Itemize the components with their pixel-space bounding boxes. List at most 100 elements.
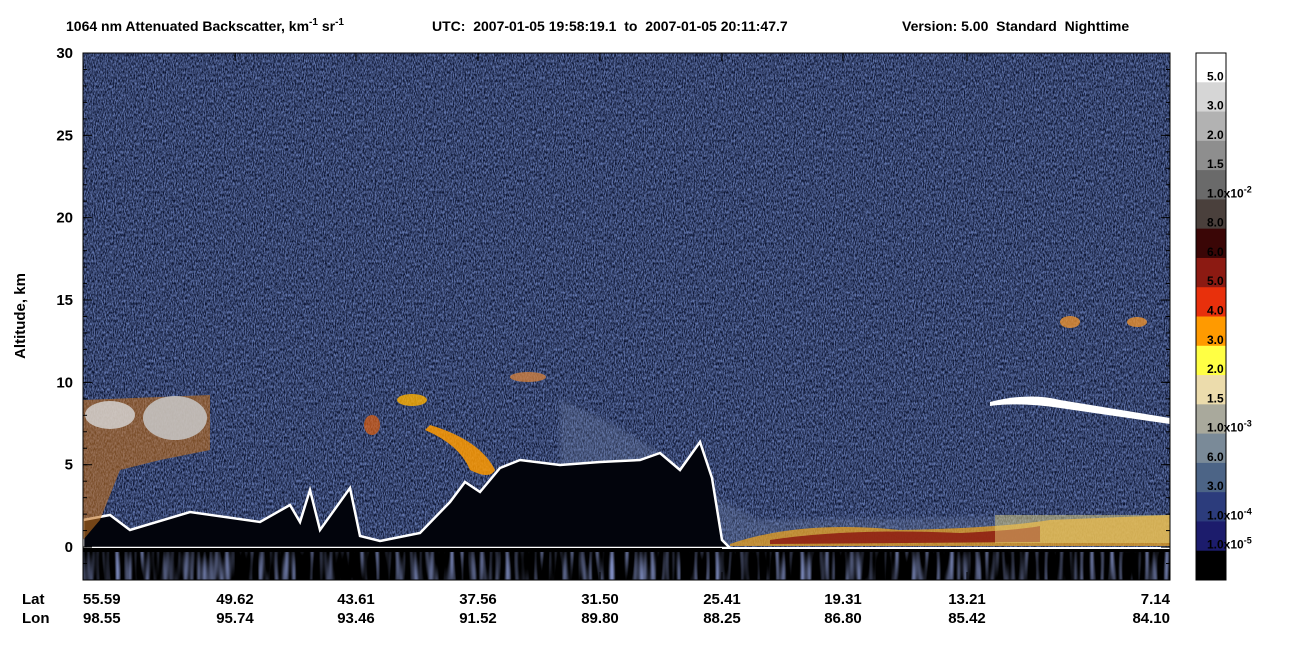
colorbar-cell bbox=[1196, 82, 1226, 113]
colorbar-cell bbox=[1196, 287, 1226, 317]
colorbar-cell bbox=[1196, 199, 1226, 230]
colorbar-label: 1.0x10-5 bbox=[1207, 536, 1252, 552]
lat-label: 37.56 bbox=[459, 591, 497, 608]
colorbar-label: 3.0 bbox=[1207, 333, 1224, 347]
colorbar-cell bbox=[1196, 257, 1226, 288]
colorbar-label-text: 1.0x10 bbox=[1207, 508, 1244, 522]
colorbar-cell bbox=[1196, 375, 1226, 405]
colorbar-cell bbox=[1196, 462, 1226, 493]
lat-label: 13.21 bbox=[948, 591, 986, 608]
x-row-label: Lat bbox=[22, 591, 45, 608]
colorbar-label-exp: -5 bbox=[1244, 536, 1252, 546]
colorbar-label: 2.0 bbox=[1207, 128, 1224, 142]
colorbar-cell bbox=[1196, 111, 1226, 142]
colorbar-label-text: 6.0 bbox=[1207, 450, 1224, 464]
lon-label: 88.25 bbox=[703, 610, 741, 627]
lon-label: 98.55 bbox=[83, 610, 121, 627]
colorbar-label-text: 1.5 bbox=[1207, 157, 1224, 171]
lat-label: 49.62 bbox=[216, 591, 254, 608]
colorbar-label: 3.0 bbox=[1207, 99, 1224, 113]
cloud-mid bbox=[364, 415, 380, 435]
lon-label: 85.42 bbox=[948, 610, 986, 627]
cloud-left-top bbox=[85, 401, 135, 429]
colorbar-cell bbox=[1196, 404, 1226, 435]
colorbar-cell bbox=[1196, 228, 1226, 259]
cloud-mid bbox=[397, 394, 427, 406]
colorbar-label: 3.0 bbox=[1207, 479, 1224, 493]
colorbar-frame bbox=[1195, 52, 1227, 581]
colorbar-label: 1.0x10-3 bbox=[1207, 419, 1252, 435]
colorbar-label: 6.0 bbox=[1207, 450, 1224, 464]
y-tick-label: 20 bbox=[56, 210, 73, 227]
colorbar-label-text: 5.0 bbox=[1207, 274, 1224, 288]
colorbar-label-text: 8.0 bbox=[1207, 216, 1224, 230]
terrain bbox=[83, 439, 734, 550]
aerosol-column bbox=[995, 515, 1170, 543]
y-tick-label: 10 bbox=[56, 374, 73, 391]
cloud-high bbox=[1127, 317, 1147, 327]
lon-label: 91.52 bbox=[459, 610, 497, 627]
colorbar-cell bbox=[1196, 521, 1226, 552]
colorbar-label-text: 4.0 bbox=[1207, 304, 1224, 318]
colorbar-label-text: 1.0x10 bbox=[1207, 186, 1244, 200]
lat-label: 19.31 bbox=[824, 591, 862, 608]
colorbar-cell bbox=[1196, 53, 1226, 83]
subsurface-noise bbox=[83, 552, 1170, 580]
lon-label: 89.80 bbox=[581, 610, 619, 627]
colorbar-label: 5.0 bbox=[1207, 274, 1224, 288]
colorbar-label-text: 2.0 bbox=[1207, 128, 1224, 142]
colorbar-label-exp: -2 bbox=[1244, 184, 1252, 194]
colorbar-label-text: 2.0 bbox=[1207, 362, 1224, 376]
colorbar-label: 4.0 bbox=[1207, 304, 1224, 318]
cirrus bbox=[990, 396, 1170, 424]
colorbar-label: 1.5 bbox=[1207, 391, 1224, 405]
colorbar-label-exp: -4 bbox=[1244, 506, 1252, 516]
chart-title: 1064 nm Attenuated Backscatter, km-1 sr-… bbox=[66, 17, 344, 34]
lon-label: 84.10 bbox=[1132, 610, 1170, 627]
lat-label: 43.61 bbox=[337, 591, 375, 608]
colorbar-label-text: 1.0x10 bbox=[1207, 538, 1244, 552]
colorbar-label-exp: -3 bbox=[1244, 419, 1252, 429]
x-row-label: Lon bbox=[22, 610, 50, 627]
y-tick-label: 30 bbox=[56, 45, 73, 62]
colorbar-cell bbox=[1196, 433, 1226, 464]
colorbar-cell bbox=[1196, 140, 1226, 171]
colorbar-label: 5.0 bbox=[1207, 69, 1224, 83]
lon-label: 86.80 bbox=[824, 610, 862, 627]
utc-range: UTC: 2007-01-05 19:58:19.1 to 2007-01-05… bbox=[432, 18, 788, 34]
y-tick-label: 15 bbox=[56, 292, 73, 309]
title-text: 1064 nm Attenuated Backscatter, km bbox=[66, 18, 309, 34]
lon-label: 93.46 bbox=[337, 610, 375, 627]
colorbar-label-text: 3.0 bbox=[1207, 479, 1224, 493]
colorbar-label-text: 3.0 bbox=[1207, 333, 1224, 347]
colorbar-label-text: 6.0 bbox=[1207, 245, 1224, 259]
lat-label: 31.50 bbox=[581, 591, 619, 608]
y-tick-label: 0 bbox=[65, 539, 73, 556]
colorbar-label: 1.5 bbox=[1207, 157, 1224, 171]
colorbar-label-text: 1.0x10 bbox=[1207, 421, 1244, 435]
colorbar-cell bbox=[1196, 492, 1226, 522]
y-tick-label: 25 bbox=[56, 127, 73, 144]
colorbar-label-text: 3.0 bbox=[1207, 99, 1224, 113]
lon-label: 95.74 bbox=[216, 610, 254, 627]
cloud-mid bbox=[425, 425, 495, 475]
cloud-high bbox=[1060, 316, 1080, 328]
colorbar-label-text: 1.5 bbox=[1207, 391, 1224, 405]
plot-image bbox=[83, 53, 1170, 580]
title-unit: sr bbox=[318, 18, 336, 34]
cloud-left-top bbox=[143, 396, 207, 440]
lat-label: 7.14 bbox=[1141, 591, 1171, 608]
cloud-high bbox=[510, 372, 546, 382]
colorbar-cell bbox=[1196, 345, 1226, 376]
colorbar-cell bbox=[1196, 316, 1226, 347]
aerosol-core bbox=[770, 526, 1040, 544]
title-exp: -1 bbox=[335, 17, 344, 28]
y-axis-label: Altitude, km bbox=[12, 273, 29, 359]
colorbar-label: 1.0x10-4 bbox=[1207, 506, 1252, 522]
version: Version: 5.00 Standard Nighttime bbox=[902, 18, 1129, 34]
lat-label: 25.41 bbox=[703, 591, 741, 608]
colorbar-label: 2.0 bbox=[1207, 362, 1224, 376]
colorbar-cell bbox=[1196, 550, 1226, 581]
